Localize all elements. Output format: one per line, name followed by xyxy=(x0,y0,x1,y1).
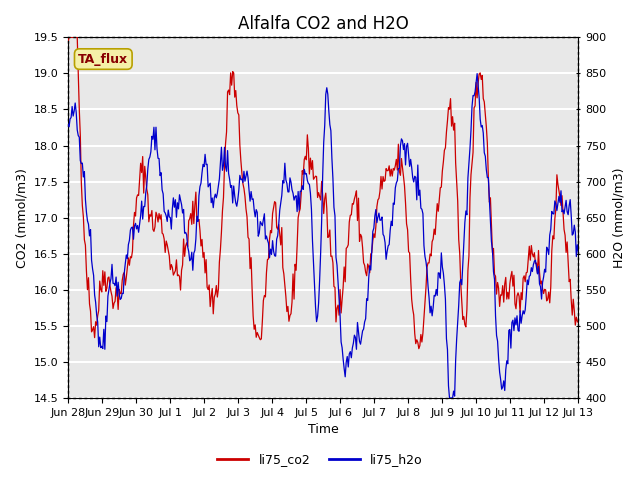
X-axis label: Time: Time xyxy=(308,423,339,436)
Legend: li75_co2, li75_h2o: li75_co2, li75_h2o xyxy=(212,448,428,471)
Text: TA_flux: TA_flux xyxy=(78,53,129,66)
Y-axis label: H2O (mmol/m3): H2O (mmol/m3) xyxy=(612,168,625,268)
Title: Alfalfa CO2 and H2O: Alfalfa CO2 and H2O xyxy=(238,15,408,33)
Y-axis label: CO2 (mmol/m3): CO2 (mmol/m3) xyxy=(15,168,28,267)
